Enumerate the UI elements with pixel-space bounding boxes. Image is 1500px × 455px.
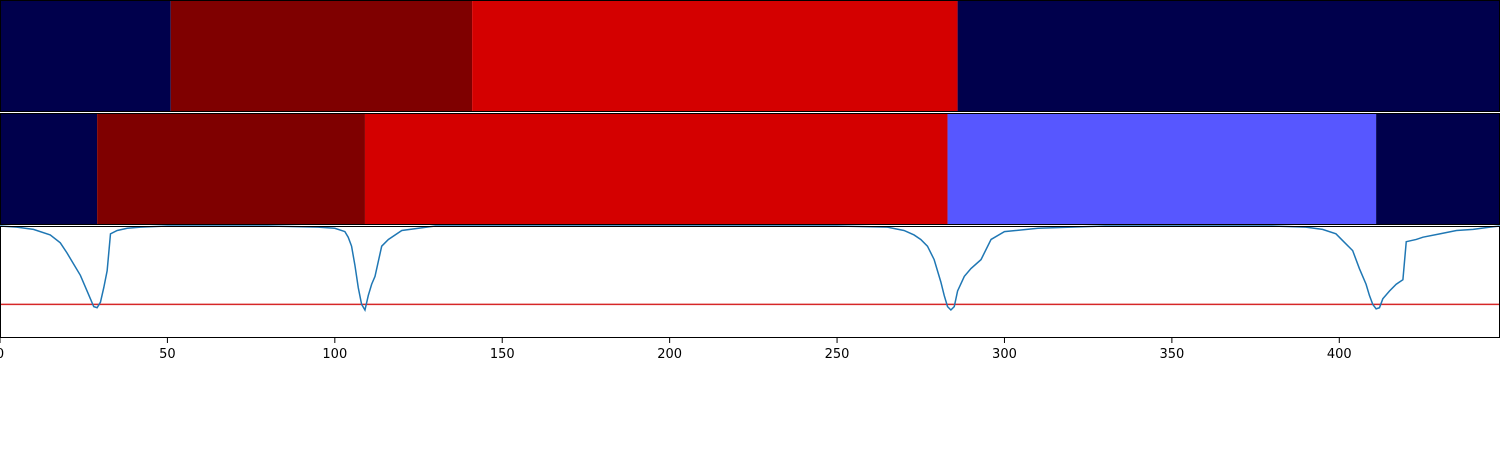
x-tick-label: 350	[1159, 347, 1184, 362]
x-tick-label: 250	[825, 347, 850, 362]
x-tick-label: 200	[657, 347, 682, 362]
line-panel	[0, 225, 1500, 338]
x-axis: 0 50 100 150 200 250 300 350 400	[0, 338, 1352, 362]
segment-bar	[0, 113, 98, 225]
x-tick-label: 50	[159, 347, 176, 362]
segment-bar	[472, 0, 958, 112]
x-tick-label: 300	[992, 347, 1017, 362]
segment-bar	[1376, 113, 1500, 225]
x-tick-label: 400	[1327, 347, 1352, 362]
segment-bar	[947, 113, 1377, 225]
segment-bar	[0, 0, 171, 112]
x-tick-label: 0	[0, 347, 4, 362]
x-tick-label: 150	[490, 347, 515, 362]
boundary-score-line	[0, 225, 1500, 312]
x-tick-label: 100	[322, 347, 347, 362]
segment-bar	[364, 113, 948, 225]
segment-bar	[957, 0, 1500, 112]
line-panel-frame	[0, 226, 1500, 338]
segment-bar	[97, 113, 365, 225]
segment-bar	[170, 0, 473, 112]
segment-rows	[0, 0, 1500, 225]
